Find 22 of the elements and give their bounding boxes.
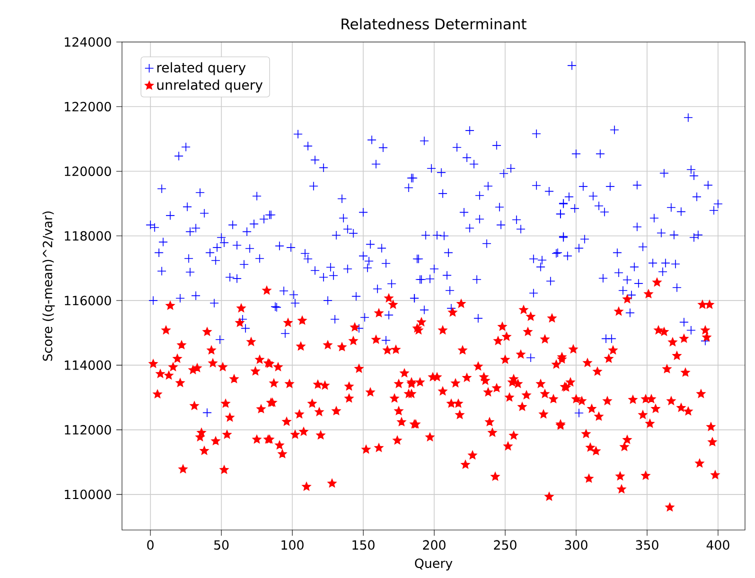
legend-label: related query	[157, 62, 246, 76]
x-tick-label: 250	[494, 540, 516, 550]
x-tick-label: 200	[423, 540, 446, 550]
x-tick-label: 300	[565, 540, 588, 550]
x-tick-label: 50	[214, 540, 229, 550]
y-tick-label: 120000	[64, 166, 111, 176]
y-tick-label: 112000	[64, 425, 111, 435]
x-tick-label: 350	[636, 540, 658, 550]
x-tick-label: 150	[352, 540, 374, 550]
y-tick-label: 122000	[64, 102, 111, 112]
y-axis-title: Score ((q-mean)^2/var)	[42, 211, 55, 361]
y-tick-label: 118000	[64, 231, 111, 241]
x-tick-label: 400	[706, 540, 730, 550]
y-tick-label: 116000	[64, 296, 111, 306]
y-tick-label: 110000	[64, 490, 111, 500]
x-tick-label: 0	[147, 540, 154, 550]
y-tick-label: 124000	[64, 37, 111, 47]
y-tick-label: 114000	[64, 360, 111, 370]
legend-label: unrelated query	[157, 80, 263, 93]
chart-title: Relatedness Determinant	[342, 18, 526, 30]
x-tick-label: 100	[282, 540, 304, 550]
x-axis-title: Query	[414, 558, 452, 571]
